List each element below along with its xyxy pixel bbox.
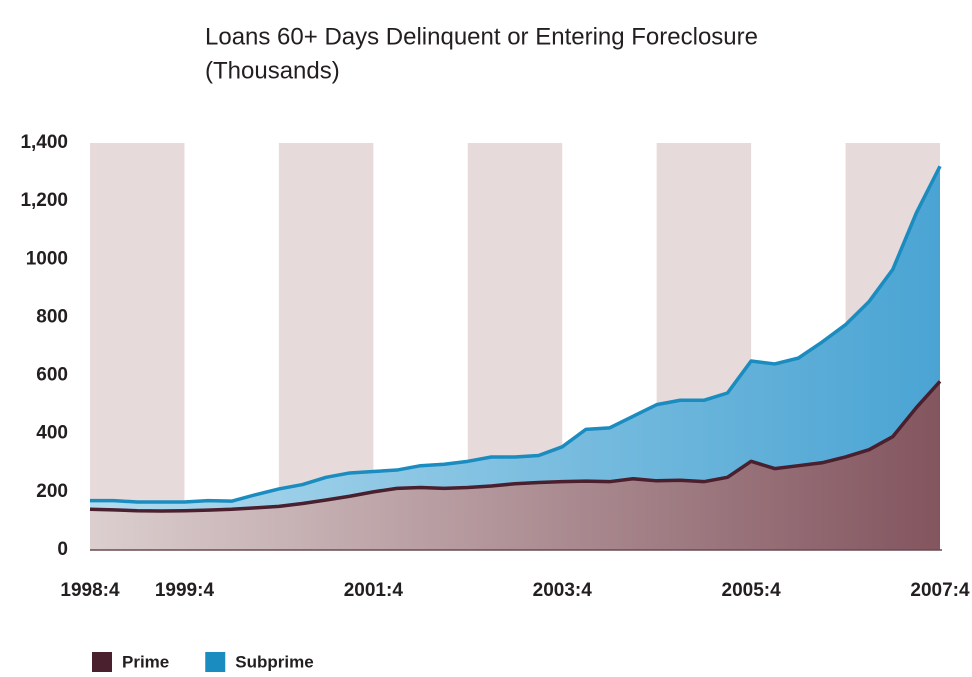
- x-tick-label: 1999:4: [155, 580, 215, 601]
- y-tick-label: 200: [36, 481, 68, 502]
- y-tick-label: 400: [36, 423, 68, 444]
- x-tick-label: 2007:4: [910, 580, 970, 601]
- x-tick-label: 2001:4: [344, 580, 404, 601]
- legend-swatch: [92, 652, 112, 672]
- y-tick-label: 1000: [26, 248, 68, 269]
- line: [89, 380, 942, 513]
- chart-subtitle: (Thousands): [205, 57, 340, 84]
- x-tick-label: 2005:4: [722, 580, 782, 601]
- line: [90, 165, 942, 504]
- legend-swatch: [205, 652, 226, 672]
- y-tick-label: 600: [36, 365, 68, 386]
- area: [90, 381, 940, 550]
- y-tick-label: 1,400: [20, 132, 68, 153]
- y-tick-label: 0: [57, 539, 68, 560]
- x-tick-label: 1998:4: [60, 580, 120, 601]
- legend-label: Subprime: [235, 652, 313, 671]
- chart-title: Loans 60+ Days Delinquent or Entering Fo…: [205, 23, 758, 50]
- y-tick-label: 1,200: [20, 190, 68, 211]
- legend-label: Prime: [122, 652, 169, 671]
- year-band: [90, 143, 185, 550]
- x-tick-label: 2003:4: [533, 580, 593, 601]
- y-tick-label: 800: [36, 306, 68, 327]
- area: [90, 166, 940, 512]
